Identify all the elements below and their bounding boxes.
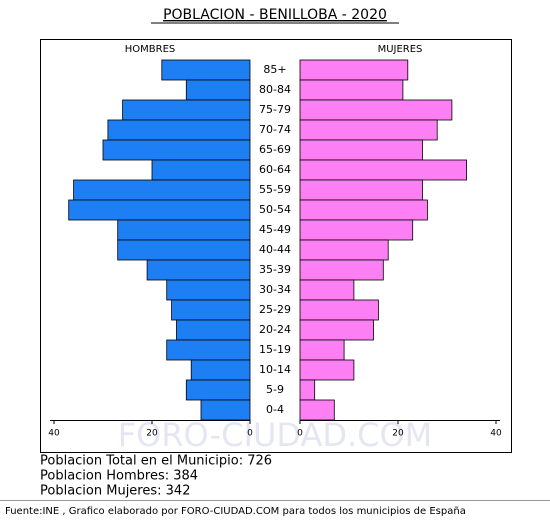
bar <box>299 179 423 201</box>
category-label: 10-14 <box>259 363 291 376</box>
legend-label: MUJERES <box>378 44 423 55</box>
bar <box>185 79 251 101</box>
bar <box>299 99 453 121</box>
x-tick-label: 0 <box>247 429 253 439</box>
bar <box>299 239 389 261</box>
bar <box>117 219 251 241</box>
bar <box>299 319 374 341</box>
category-label: 60-64 <box>259 163 291 176</box>
bar <box>299 119 438 141</box>
category-label: 50-54 <box>259 203 291 216</box>
summary-line: Poblacion Total en el Municipio: 726 <box>40 454 272 469</box>
plot-frame <box>40 39 512 453</box>
legend-label: HOMBRES <box>125 44 176 55</box>
bar <box>190 359 251 381</box>
bar <box>171 299 251 321</box>
bar <box>200 399 251 421</box>
bar <box>151 159 251 181</box>
x-tick-label: 20 <box>146 429 158 439</box>
bar <box>73 179 251 201</box>
bar <box>299 219 414 241</box>
x-tick-label: 40 <box>490 429 502 439</box>
bar <box>166 339 251 361</box>
category-label: 20-24 <box>259 323 291 336</box>
source: Fuente:INE , Grafico elaborado por FORO-… <box>5 506 466 517</box>
bar <box>299 279 355 301</box>
bar <box>299 79 404 101</box>
bar <box>299 299 379 321</box>
category-label: 25-29 <box>259 303 291 316</box>
category-label: 65-69 <box>259 143 291 156</box>
category-label: 75-79 <box>259 103 291 116</box>
bar <box>68 199 251 221</box>
category-label: 40-44 <box>259 243 291 256</box>
category-label: 35-39 <box>259 263 291 276</box>
bar <box>146 259 251 281</box>
x-tick-label: 40 <box>48 429 60 439</box>
bar <box>176 319 251 341</box>
bar <box>166 279 251 301</box>
bar <box>185 379 251 401</box>
summary-line: Poblacion Hombres: 384 <box>40 469 198 484</box>
bar <box>107 119 251 141</box>
summary-line: Poblacion Mujeres: 342 <box>40 484 190 499</box>
bar <box>102 139 251 161</box>
category-label: 0-4 <box>266 403 284 416</box>
watermark: FORO-CIUDAD.COM <box>118 416 433 454</box>
bar <box>299 339 345 361</box>
bar <box>299 399 335 421</box>
category-label: 80-84 <box>259 83 291 96</box>
bar <box>299 59 409 81</box>
bar <box>117 239 251 261</box>
category-label: 70-74 <box>259 123 291 136</box>
category-label: 85+ <box>263 63 286 76</box>
category-label: 55-59 <box>259 183 291 196</box>
bar <box>299 359 355 381</box>
bar <box>299 199 428 221</box>
bar <box>122 99 251 121</box>
x-tick-label: 0 <box>297 429 303 439</box>
bar <box>299 139 423 161</box>
bar <box>299 379 316 401</box>
chart-title: POBLACION - BENILLOBA - 2020 <box>163 7 387 23</box>
category-label: 45-49 <box>259 223 291 236</box>
x-tick-label: 20 <box>392 429 404 439</box>
bar <box>299 159 468 181</box>
category-label: 5-9 <box>266 383 284 396</box>
category-label: 30-34 <box>259 283 291 296</box>
bar <box>161 59 251 81</box>
bar <box>299 259 384 281</box>
category-label: 15-19 <box>259 343 291 356</box>
